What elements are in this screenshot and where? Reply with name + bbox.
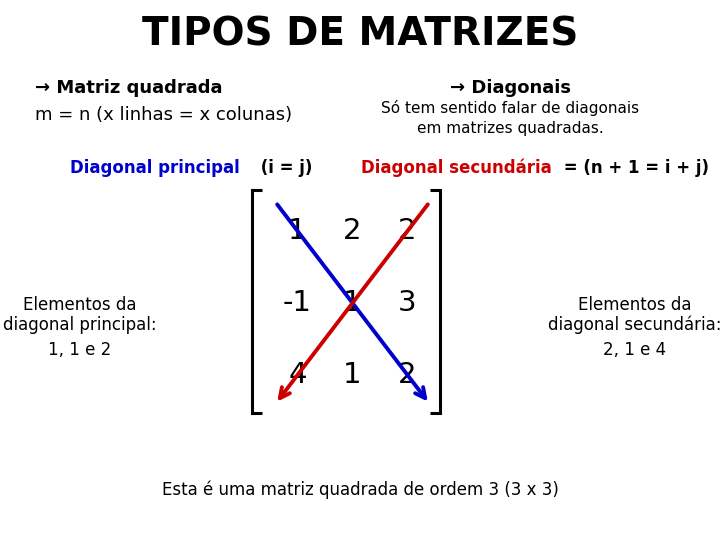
Text: 2: 2 bbox=[398, 217, 417, 245]
Text: 1, 1 e 2: 1, 1 e 2 bbox=[48, 341, 112, 359]
Text: Diagonal secundária: Diagonal secundária bbox=[361, 159, 552, 177]
Text: Elementos da: Elementos da bbox=[23, 296, 137, 314]
Text: TIPOS DE MATRIZES: TIPOS DE MATRIZES bbox=[142, 16, 578, 54]
Text: 2, 1 e 4: 2, 1 e 4 bbox=[603, 341, 667, 359]
Text: → Matriz quadrada: → Matriz quadrada bbox=[35, 79, 222, 97]
Text: m = n (x linhas = x colunas): m = n (x linhas = x colunas) bbox=[35, 106, 292, 124]
Text: diagonal secundária:: diagonal secundária: bbox=[548, 316, 720, 334]
Text: 1: 1 bbox=[288, 217, 307, 245]
Text: 3: 3 bbox=[398, 289, 417, 317]
Text: 4: 4 bbox=[288, 361, 307, 389]
Text: Diagonal principal: Diagonal principal bbox=[70, 159, 240, 177]
Text: diagonal principal:: diagonal principal: bbox=[3, 316, 157, 334]
Text: Elementos da: Elementos da bbox=[578, 296, 692, 314]
Text: Só tem sentido falar de diagonais
em matrizes quadradas.: Só tem sentido falar de diagonais em mat… bbox=[381, 99, 639, 137]
Text: 2: 2 bbox=[398, 361, 417, 389]
Text: 1: 1 bbox=[343, 361, 362, 389]
Text: = (n + 1 = i + j): = (n + 1 = i + j) bbox=[558, 159, 709, 177]
Text: (i = j): (i = j) bbox=[255, 159, 312, 177]
Text: Esta é uma matriz quadrada de ordem 3 (3 x 3): Esta é uma matriz quadrada de ordem 3 (3… bbox=[161, 481, 559, 500]
Text: → Diagonais: → Diagonais bbox=[449, 79, 570, 97]
Text: 1: 1 bbox=[343, 289, 362, 317]
Text: -1: -1 bbox=[283, 289, 312, 317]
Text: 2: 2 bbox=[343, 217, 361, 245]
